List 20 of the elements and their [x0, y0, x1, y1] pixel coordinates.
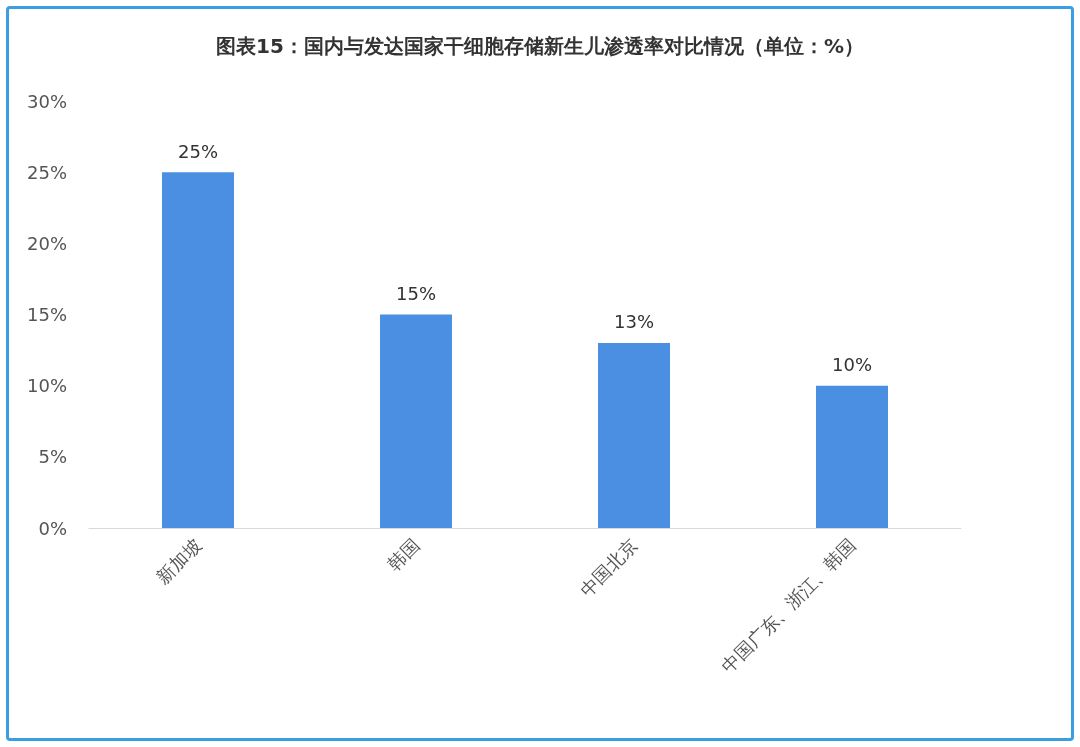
- bar: [598, 342, 670, 528]
- y-tick-label: 20%: [26, 232, 67, 254]
- data-label: 15%: [395, 283, 437, 304]
- chart-title: 图表15：国内与发达国家干细胞存储新生儿渗透率对比情况（单位：%）: [216, 34, 864, 58]
- y-tick-label: 25%: [26, 161, 67, 183]
- x-tick-label: 韩国: [383, 534, 424, 575]
- data-label: 25%: [177, 140, 219, 162]
- bar: [162, 172, 234, 528]
- y-tick-label: 30%: [26, 90, 67, 112]
- y-tick-label: 0%: [38, 517, 67, 539]
- data-label: 10%: [831, 354, 873, 376]
- bar: [380, 314, 452, 528]
- x-tick-label: 中国北京: [575, 534, 642, 601]
- data-label: 13%: [613, 311, 655, 333]
- y-tick-label: 5%: [38, 446, 67, 468]
- y-tick-label: 15%: [26, 304, 67, 325]
- x-tick-label: 新加坡: [152, 534, 206, 588]
- bar: [816, 385, 888, 528]
- y-tick-label: 10%: [26, 375, 67, 397]
- x-tick-label: 中国广东、浙江、韩国: [717, 534, 860, 677]
